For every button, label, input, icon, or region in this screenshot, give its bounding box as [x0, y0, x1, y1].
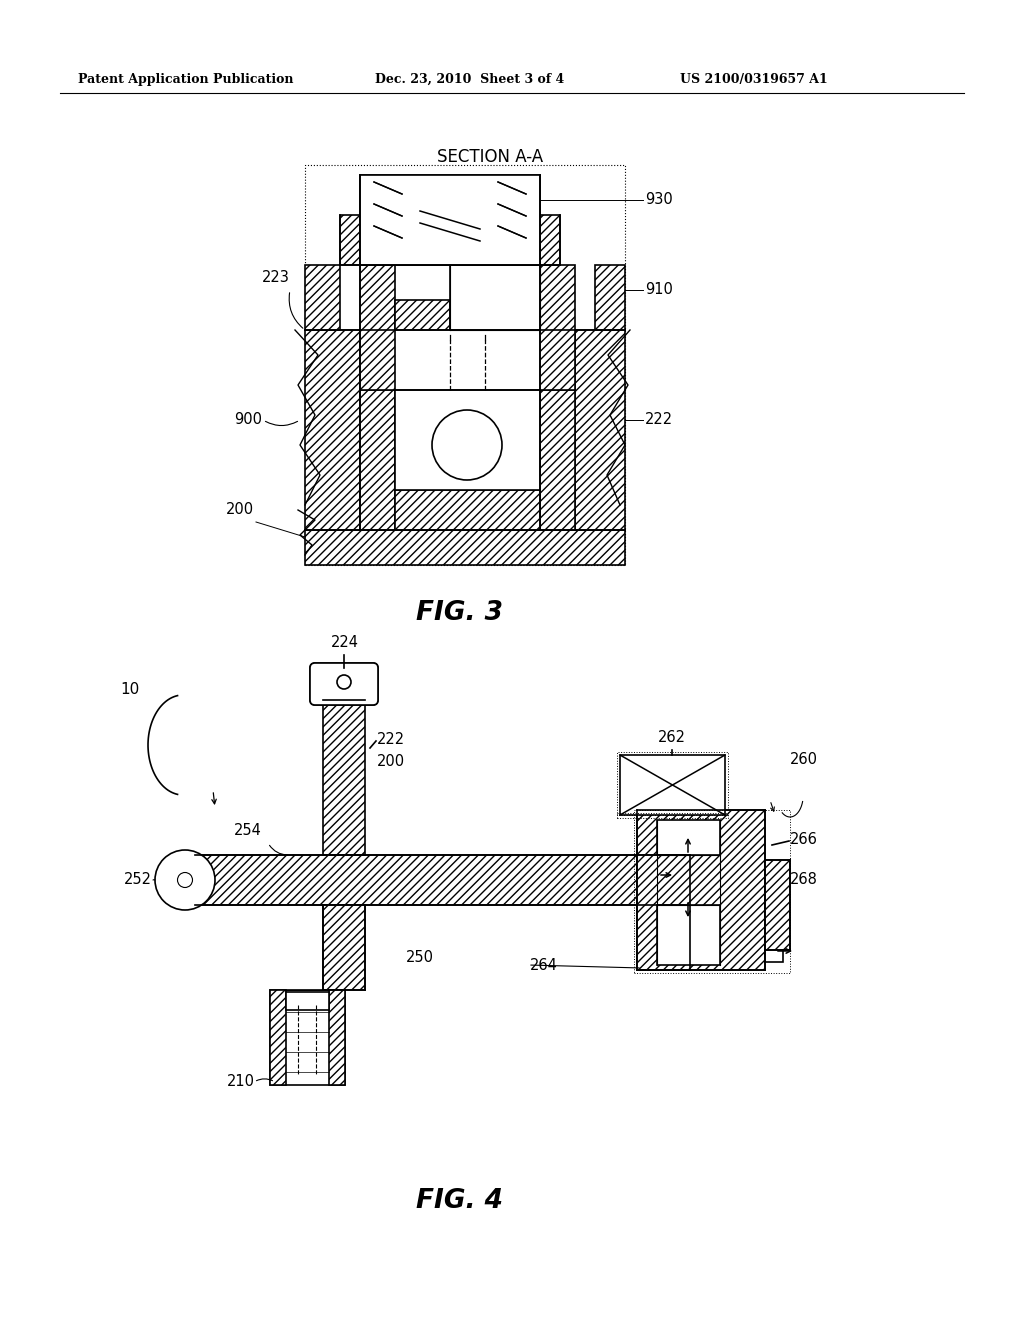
Bar	[637, 855, 690, 970]
Bar	[765, 940, 783, 962]
Bar	[305, 330, 360, 531]
Bar	[540, 215, 560, 265]
FancyBboxPatch shape	[310, 663, 378, 705]
Bar	[595, 265, 625, 330]
Text: 900: 900	[234, 412, 262, 428]
Text: 210: 210	[227, 1074, 255, 1089]
Text: 268: 268	[790, 873, 818, 887]
Bar	[270, 990, 286, 1085]
Bar	[485, 300, 540, 330]
Bar	[270, 990, 345, 1085]
Text: 260: 260	[790, 752, 818, 767]
Text: FIG. 4: FIG. 4	[417, 1188, 504, 1214]
Circle shape	[337, 675, 351, 689]
Bar	[395, 490, 540, 531]
Ellipse shape	[414, 219, 486, 246]
Text: Patent Application Publication: Patent Application Publication	[78, 73, 294, 86]
Bar	[360, 389, 395, 531]
Bar	[323, 700, 365, 855]
Bar	[286, 993, 329, 1010]
Ellipse shape	[155, 850, 215, 909]
Ellipse shape	[369, 223, 407, 242]
Text: 200: 200	[377, 755, 406, 770]
Text: 250: 250	[406, 950, 434, 965]
Bar	[360, 176, 540, 265]
Text: Dec. 23, 2010  Sheet 3 of 4: Dec. 23, 2010 Sheet 3 of 4	[375, 73, 564, 86]
Text: 10: 10	[121, 682, 139, 697]
Bar	[540, 389, 575, 531]
Bar	[617, 752, 728, 818]
Bar	[617, 813, 728, 814]
Text: 262: 262	[658, 730, 686, 744]
Ellipse shape	[493, 180, 531, 197]
Bar	[305, 265, 340, 330]
Bar	[395, 389, 540, 490]
Bar	[360, 176, 540, 265]
Ellipse shape	[414, 207, 486, 234]
Bar	[634, 810, 790, 973]
Bar	[340, 215, 360, 265]
Text: 223: 223	[262, 271, 290, 285]
Text: 264: 264	[530, 957, 558, 973]
Ellipse shape	[369, 180, 407, 197]
Ellipse shape	[177, 873, 193, 887]
Ellipse shape	[369, 180, 407, 197]
Bar	[575, 330, 625, 531]
Bar	[395, 300, 450, 330]
Ellipse shape	[493, 223, 531, 242]
Bar	[657, 906, 720, 965]
Text: US 2100/0319657 A1: US 2100/0319657 A1	[680, 73, 827, 86]
Text: 930: 930	[645, 193, 673, 207]
Ellipse shape	[369, 223, 407, 242]
Text: SECTION A-A: SECTION A-A	[437, 148, 543, 166]
Ellipse shape	[493, 201, 531, 219]
Bar	[305, 165, 625, 565]
Text: 254: 254	[234, 822, 262, 838]
Ellipse shape	[369, 201, 407, 219]
Text: FIG. 3: FIG. 3	[417, 601, 504, 626]
Text: 910: 910	[645, 282, 673, 297]
Text: 222: 222	[645, 412, 673, 428]
Bar	[360, 176, 540, 265]
Ellipse shape	[369, 201, 407, 219]
Bar	[620, 755, 725, 814]
Ellipse shape	[493, 201, 531, 219]
Text: 200: 200	[226, 503, 254, 517]
Ellipse shape	[493, 180, 531, 197]
Circle shape	[432, 411, 502, 480]
Bar	[540, 265, 575, 389]
Bar	[323, 906, 365, 990]
Bar	[329, 990, 345, 1085]
Bar	[305, 531, 625, 565]
Bar	[450, 265, 540, 330]
Text: 266: 266	[790, 833, 818, 847]
Bar	[195, 855, 685, 906]
Bar	[360, 265, 395, 389]
FancyBboxPatch shape	[310, 663, 378, 705]
Text: 252: 252	[124, 873, 152, 887]
Text: 222: 222	[377, 733, 406, 747]
Bar	[765, 861, 790, 950]
Bar	[657, 820, 720, 855]
Text: 224: 224	[331, 635, 359, 649]
Ellipse shape	[493, 223, 531, 242]
Bar	[637, 810, 765, 970]
